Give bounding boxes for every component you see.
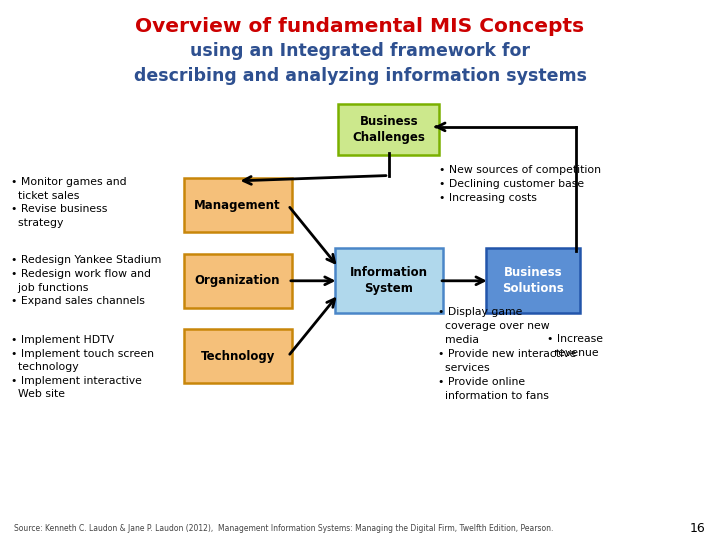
Text: Business
Challenges: Business Challenges bbox=[352, 115, 426, 144]
FancyBboxPatch shape bbox=[184, 178, 292, 232]
Text: • Redesign Yankee Stadium
• Redesign work flow and
  job functions
• Expand sale: • Redesign Yankee Stadium • Redesign wor… bbox=[11, 255, 161, 306]
Text: • Monitor games and
  ticket sales
• Revise business
  strategy: • Monitor games and ticket sales • Revis… bbox=[11, 177, 127, 228]
Text: Business
Solutions: Business Solutions bbox=[502, 266, 564, 295]
Text: using an Integrated framework for: using an Integrated framework for bbox=[190, 42, 530, 60]
Text: • Increase
  revenue: • Increase revenue bbox=[547, 334, 603, 357]
Text: Source: Kenneth C. Laudon & Jane P. Laudon (2012),  Management Information Syste: Source: Kenneth C. Laudon & Jane P. Laud… bbox=[14, 524, 554, 532]
FancyBboxPatch shape bbox=[335, 248, 443, 313]
Text: • Display game
  coverage over new
  media
• Provide new interactive
  services
: • Display game coverage over new media •… bbox=[438, 307, 576, 401]
Text: describing and analyzing information systems: describing and analyzing information sys… bbox=[133, 66, 587, 85]
Text: Management: Management bbox=[194, 199, 281, 212]
FancyBboxPatch shape bbox=[486, 248, 580, 313]
Text: • Implement HDTV
• Implement touch screen
  technology
• Implement interactive
 : • Implement HDTV • Implement touch scree… bbox=[11, 335, 154, 400]
Text: Organization: Organization bbox=[195, 274, 280, 287]
Text: Overview of fundamental MIS Concepts: Overview of fundamental MIS Concepts bbox=[135, 17, 585, 37]
FancyBboxPatch shape bbox=[338, 104, 439, 156]
FancyBboxPatch shape bbox=[184, 254, 292, 308]
Text: • New sources of competition
• Declining customer base
• Increasing costs: • New sources of competition • Declining… bbox=[439, 165, 601, 202]
Text: Technology: Technology bbox=[200, 350, 275, 363]
Text: Information
System: Information System bbox=[350, 266, 428, 295]
Text: 16: 16 bbox=[690, 522, 706, 535]
FancyBboxPatch shape bbox=[184, 329, 292, 383]
